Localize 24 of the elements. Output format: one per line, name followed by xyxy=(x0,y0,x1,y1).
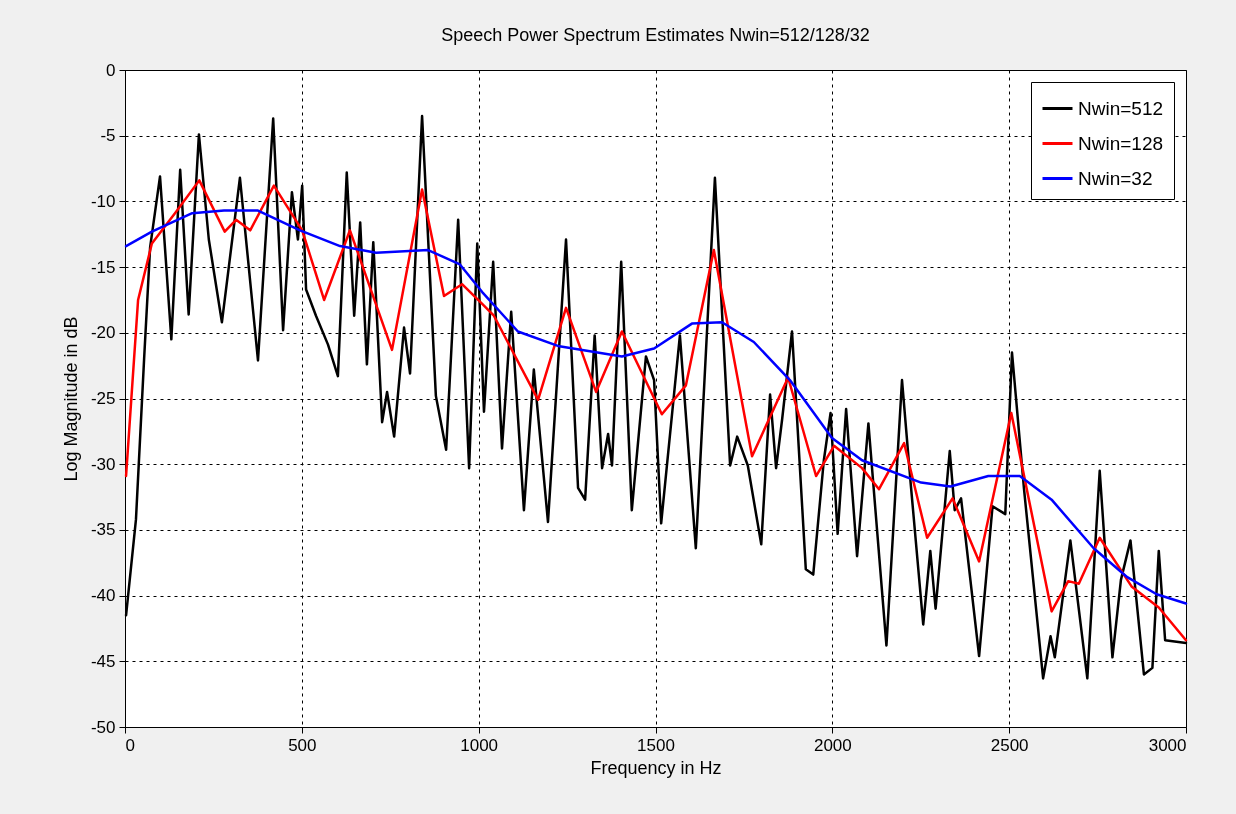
y-tick-label: -50 xyxy=(90,717,116,737)
y-tick-label: -10 xyxy=(90,191,116,211)
y-tick-label: -15 xyxy=(90,257,116,277)
y-tick-label: -5 xyxy=(100,126,116,146)
x-axis-title: Frequency in Hz xyxy=(590,757,722,778)
y-tick-label: -20 xyxy=(90,323,116,343)
x-tick-label: 1500 xyxy=(637,735,675,755)
legend-label: Nwin=32 xyxy=(1078,167,1153,189)
x-tick-label: 0 xyxy=(125,735,135,755)
chart-title: Speech Power Spectrum Estimates Nwin=512/128/32 xyxy=(441,25,870,45)
x-tick-label: 500 xyxy=(288,735,317,755)
y-tick-label: -30 xyxy=(90,454,116,474)
x-tick-label: 2000 xyxy=(813,735,852,755)
legend-label: Nwin=128 xyxy=(1078,132,1164,154)
y-tick-label: -40 xyxy=(90,586,116,606)
y-tick-label: -35 xyxy=(90,520,116,540)
legend-label: Nwin=512 xyxy=(1078,97,1164,119)
y-axis-title: Log Magnitude in dB xyxy=(60,316,81,482)
y-tick-label: -25 xyxy=(90,389,116,408)
x-tick-label: 2500 xyxy=(990,735,1029,755)
y-tick-label: -45 xyxy=(90,651,116,671)
y-tick-label: 0 xyxy=(106,60,116,80)
x-tick-label: 3000 xyxy=(1148,735,1187,755)
x-tick-label: 1000 xyxy=(460,735,499,755)
